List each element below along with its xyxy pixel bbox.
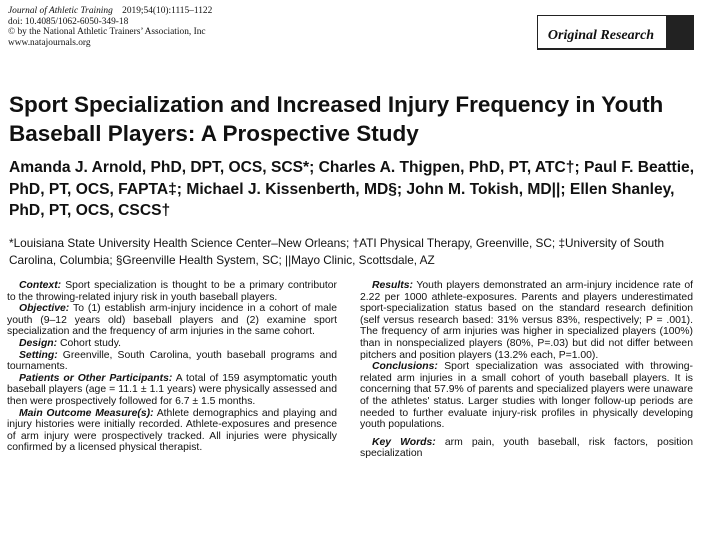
abstract-setting: Setting: Greenville, South Carolina, you… bbox=[7, 350, 337, 373]
abstract-context: Context: Sport specialization is thought… bbox=[7, 280, 337, 303]
outcome-label: Main Outcome Measure(s): bbox=[19, 407, 154, 419]
conclusions-text: Sport specialization was associated with… bbox=[360, 361, 693, 431]
journal-meta: Journal of Athletic Training 2019;54(10)… bbox=[8, 6, 338, 48]
keywords-text: arm pain, youth baseball, risk factors, … bbox=[360, 436, 693, 460]
abstract-results: Results: Youth players demonstrated an a… bbox=[360, 280, 693, 361]
abstract-objective: Objective: To (1) establish arm-injury i… bbox=[7, 303, 337, 338]
copyright: © by the National Athletic Trainers’ Ass… bbox=[8, 27, 206, 38]
participants-text: A total of 159 asymptomatic youth baseba… bbox=[7, 372, 337, 407]
section-rule bbox=[537, 48, 694, 50]
objective-label: Objective: bbox=[19, 303, 70, 315]
design-text: Cohort study. bbox=[60, 337, 122, 349]
objective-text: To (1) establish arm-injury incidence in… bbox=[7, 303, 338, 338]
doi: doi: 10.4085/1062-6050-349-18 bbox=[8, 16, 129, 27]
setting-text: Greenville, South Carolina, youth baseba… bbox=[7, 349, 338, 373]
affiliations: *Louisiana State University Health Scien… bbox=[9, 236, 665, 267]
abstract-left-column: Context: Sport specialization is thought… bbox=[7, 280, 337, 454]
participants-label: Patients or Other Participants: bbox=[19, 372, 173, 384]
abstract-right-column: Results: Youth players demonstrated an a… bbox=[360, 280, 693, 460]
keywords-label: Key Words: bbox=[372, 436, 436, 448]
results-text: Youth players demonstrated an arm-injury… bbox=[360, 280, 693, 361]
context-label: Context: bbox=[19, 280, 62, 291]
section-box-accent bbox=[666, 15, 694, 49]
context-text: Sport specialization is thought to be a … bbox=[7, 280, 338, 303]
article-title: Sport Specialization and Increased Injur… bbox=[9, 92, 664, 146]
section-label: Original Research bbox=[547, 28, 655, 43]
design-label: Design: bbox=[19, 337, 58, 349]
author-list: Amanda J. Arnold, PhD, DPT, OCS, SCS*; C… bbox=[9, 159, 695, 220]
conclusions-label: Conclusions: bbox=[372, 361, 438, 373]
abstract-design: Design: Cohort study. bbox=[7, 338, 337, 350]
abstract-outcome: Main Outcome Measure(s): Athlete demogra… bbox=[7, 408, 337, 454]
journal-name: Journal of Athletic Training bbox=[8, 6, 113, 16]
outcome-text: Athlete demographics and playing and inj… bbox=[7, 407, 337, 454]
journal-website: www.natajournals.org bbox=[8, 37, 91, 48]
abstract-participants: Patients or Other Participants: A total … bbox=[7, 373, 337, 408]
abstract-conclusions: Conclusions: Sport specialization was as… bbox=[360, 361, 693, 431]
section-box bbox=[537, 15, 667, 50]
results-label: Results: bbox=[372, 280, 413, 291]
setting-label: Setting: bbox=[19, 349, 58, 361]
journal-line: Journal of Athletic Training 2019;54(10)… bbox=[8, 6, 338, 17]
abstract-keywords: Key Words: arm pain, youth baseball, ris… bbox=[360, 437, 693, 460]
journal-citation: 2019;54(10):1115–1122 bbox=[122, 6, 213, 16]
